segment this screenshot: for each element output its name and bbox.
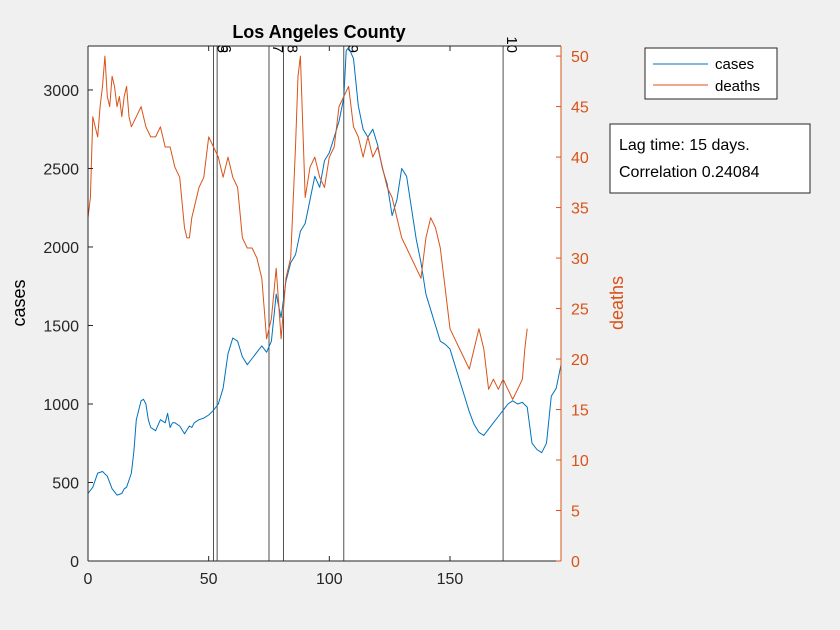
series-cases-line — [87, 47, 562, 496]
y-right-tick-label-35: 35 — [571, 201, 589, 218]
annotation-frame — [609, 123, 811, 194]
x-tick-label-150: 150 — [437, 571, 464, 588]
y-left-tick-label-1500: 1500 — [43, 318, 79, 335]
x-tick-label-100: 100 — [316, 571, 343, 588]
vertical-marker-label-5: 5 — [213, 45, 230, 53]
chart-title: Los Angeles County — [232, 22, 405, 42]
vertical-marker-label-7: 7 — [269, 45, 286, 53]
annotation-correlation: Correlation 0.24084 — [619, 164, 760, 181]
series-lines — [87, 47, 562, 496]
series-deaths-line — [87, 55, 528, 400]
legend: cases deaths — [644, 47, 778, 100]
vertical-marker-label-9: 9 — [344, 45, 361, 53]
y-right-tick-label-45: 45 — [571, 100, 589, 117]
x-tick-label-0: 0 — [84, 571, 93, 588]
legend-deaths-label: deaths — [715, 78, 760, 95]
y-right-tick-label-0: 0 — [571, 554, 580, 571]
vertical-marker-label-10: 10 — [503, 36, 520, 53]
y-right-tick-label-25: 25 — [571, 302, 589, 319]
y-right-tick-label-40: 40 — [571, 150, 589, 167]
y-left-tick-label-2500: 2500 — [43, 161, 79, 178]
y-axis-right-label: deaths — [607, 276, 627, 330]
legend-cases-label: cases — [715, 56, 754, 73]
axes: 0500100015002000250030000510152025303540… — [43, 45, 589, 588]
vertical-marker-label-6: 6 — [217, 45, 234, 53]
y-right-tick-label-5: 5 — [571, 504, 580, 521]
y-right-tick-label-15: 15 — [571, 403, 589, 420]
y-left-tick-label-0: 0 — [70, 554, 79, 571]
plot-area — [88, 46, 561, 561]
annotation-box: Lag time: 15 days. Correlation 0.24084 — [609, 123, 811, 194]
y-left-tick-label-1000: 1000 — [43, 397, 79, 414]
x-tick-label-50: 50 — [200, 571, 218, 588]
vertical-marker-label-8: 8 — [283, 45, 300, 53]
annotation-lag-time: Lag time: 15 days. — [619, 137, 750, 154]
y-right-tick-label-50: 50 — [571, 49, 589, 66]
y-left-tick-label-500: 500 — [52, 475, 79, 492]
legend-box — [644, 47, 778, 100]
y-left-tick-label-3000: 3000 — [43, 83, 79, 100]
y-axis-left-label: cases — [9, 279, 29, 326]
y-right-tick-label-10: 10 — [571, 453, 589, 470]
y-right-tick-label-30: 30 — [571, 251, 589, 268]
y-right-tick-label-20: 20 — [571, 352, 589, 369]
y-left-tick-label-2000: 2000 — [43, 240, 79, 257]
